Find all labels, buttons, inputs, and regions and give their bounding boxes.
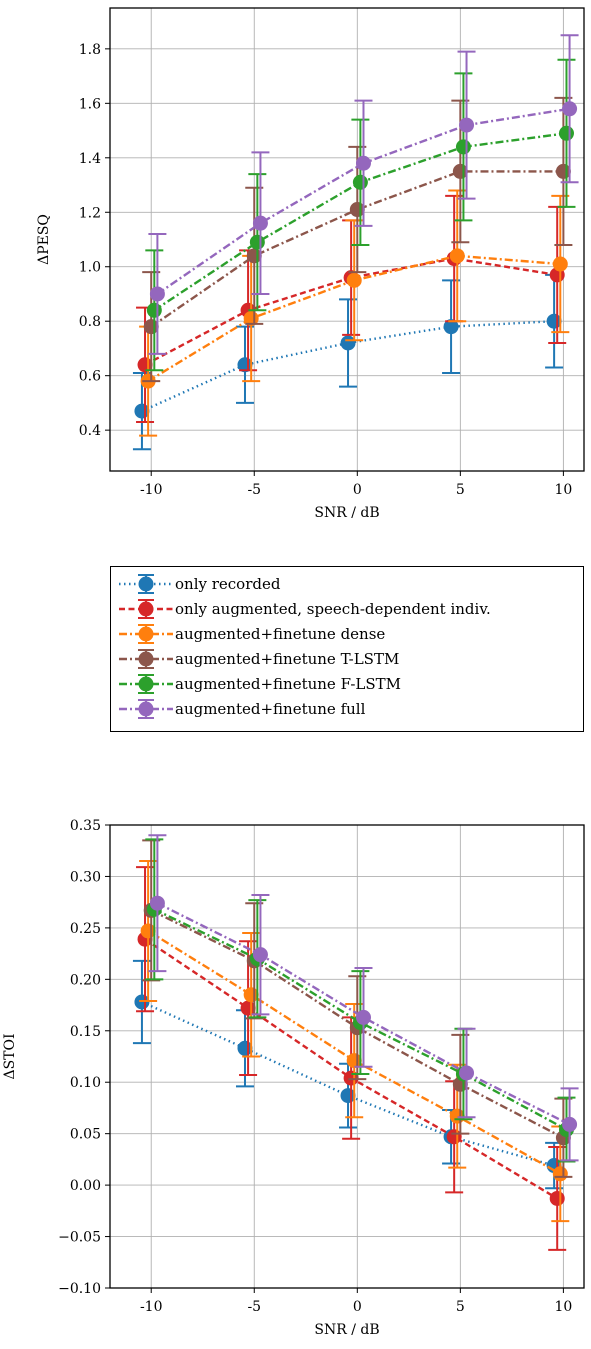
y-tick-label: 0.30 (70, 869, 101, 885)
data-point (252, 947, 268, 963)
y-tick-label: 0.05 (70, 1127, 101, 1143)
legend-marker (138, 651, 154, 667)
stoi-chart: -10 -5 0 5 10 −0.10 −0.05 0.00 0.05 0.10 0.15 0.20 0… (2, 818, 585, 1338)
y-axis-label: ΔSTOI (2, 1033, 18, 1079)
legend-label: augmented+finetune dense (175, 625, 386, 643)
x-axis-label: SNR / dB (314, 1322, 379, 1338)
data-point (252, 215, 268, 231)
data-point (552, 1166, 568, 1182)
data-point (249, 234, 265, 250)
legend-marker (138, 701, 154, 717)
y-tick-label: 1.4 (79, 151, 101, 167)
legend-swatch-only-augmented (119, 599, 173, 619)
legend-marker (138, 626, 154, 642)
y-tick-label: 1.8 (79, 42, 101, 58)
y-axis-label: ΔPESQ (36, 214, 52, 265)
data-point (346, 272, 362, 288)
y-tick-label: 0.8 (79, 314, 101, 330)
y-tick-label: 0.20 (70, 972, 101, 988)
series-line (141, 320, 555, 413)
legend-label: augmented+finetune full (175, 700, 366, 718)
data-point (562, 1116, 578, 1132)
y-tick-label: 0.4 (79, 423, 101, 439)
legend-marker (138, 676, 154, 692)
x-tick-label: -10 (140, 1299, 163, 1315)
legend-item-full: augmented+finetune full (111, 698, 583, 720)
data-point (355, 155, 371, 171)
series-line (150, 170, 564, 328)
plot-frame (109, 824, 585, 1289)
legend-marker (138, 601, 154, 617)
data-point (549, 1190, 565, 1206)
plot-frame (109, 7, 585, 472)
legend-item-dense: augmented+finetune dense (111, 623, 583, 645)
y-tick-label: 0.00 (70, 1178, 101, 1194)
legend-marker (138, 576, 154, 592)
x-tick-label: 5 (456, 1299, 465, 1315)
legend-swatch-full (119, 699, 173, 719)
legend: only recorded only augmented, speech-dep… (110, 566, 584, 732)
data-point (558, 125, 574, 141)
y-tick-label: 0.35 (70, 818, 101, 834)
data-point (459, 1065, 475, 1081)
series-line (150, 909, 564, 1139)
y-tick-label: 0.6 (79, 369, 101, 385)
y-tick-label: 0.10 (70, 1075, 101, 1091)
data-point (149, 286, 165, 302)
data-point (455, 139, 471, 155)
data-point (149, 895, 165, 911)
data-point (352, 174, 368, 190)
x-axis-label: SNR / dB (314, 505, 379, 521)
x-tick-label: -5 (247, 1299, 261, 1315)
series-line (144, 257, 558, 366)
legend-item-t-lstm: augmented+finetune T-LSTM (111, 648, 583, 670)
y-tick-label: 0.25 (70, 921, 101, 937)
x-tick-label: 0 (353, 482, 362, 498)
legend-label: augmented+finetune T-LSTM (175, 650, 400, 668)
legend-item-only-augmented: only augmented, speech-dependent indiv. (111, 598, 583, 620)
data-point (449, 248, 465, 264)
data-point (146, 302, 162, 318)
x-tick-label: -10 (140, 482, 163, 498)
legend-swatch-only-recorded (119, 574, 173, 594)
legend-item-f-lstm: augmented+finetune F-LSTM (111, 673, 583, 695)
x-tick-label: 10 (554, 482, 572, 498)
y-tick-label: 0.15 (70, 1024, 101, 1040)
legend-label: only augmented, speech-dependent indiv. (175, 600, 491, 618)
y-tick-label: 1.6 (79, 96, 101, 112)
legend-swatch-f-lstm (119, 674, 173, 694)
legend-label: augmented+finetune F-LSTM (175, 675, 401, 693)
x-tick-label: -5 (247, 482, 261, 498)
x-tick-label: 10 (554, 1299, 572, 1315)
x-tick-label: 5 (456, 482, 465, 498)
legend-swatch-dense (119, 624, 173, 644)
pesq-chart: -10 -5 0 5 10 0.4 0.6 0.8 1.0 1.2 1.4 1.6 1.8 SNR / d… (36, 7, 585, 521)
x-tick-label: 0 (353, 1299, 362, 1315)
y-tick-label: −0.10 (58, 1281, 101, 1297)
legend-label: only recorded (175, 575, 281, 593)
y-tick-label: −0.05 (58, 1230, 101, 1246)
data-point (459, 117, 475, 133)
y-tick-label: 1.0 (79, 260, 101, 276)
legend-swatch-t-lstm (119, 649, 173, 669)
y-tick-label: 1.2 (79, 205, 101, 221)
data-point (355, 1009, 371, 1025)
data-point (340, 335, 356, 351)
data-point (443, 319, 459, 335)
data-point (552, 256, 568, 272)
data-point (562, 101, 578, 117)
legend-item-only-recorded: only recorded (111, 573, 583, 595)
